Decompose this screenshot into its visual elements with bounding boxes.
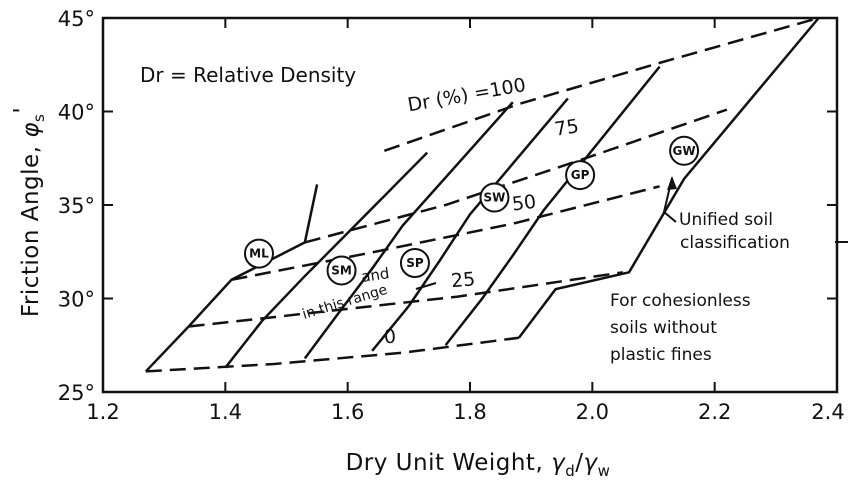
density-line-50 bbox=[231, 185, 660, 282]
y-tick-label: 40° bbox=[58, 101, 95, 125]
density-label-50: 50 bbox=[511, 191, 538, 216]
x-tick-label: 2.2 bbox=[698, 400, 731, 424]
soil-marker-gw bbox=[669, 135, 700, 166]
y-tick-label: 25° bbox=[58, 381, 95, 405]
x-axis-title: Dry Unit Weight, γd/γw bbox=[346, 450, 611, 480]
soil-line-ml bbox=[144, 184, 319, 373]
soil-marker-label-sw: SW bbox=[484, 191, 506, 205]
soil-marker-label-gw: GW bbox=[673, 144, 696, 158]
soil-line-sp bbox=[303, 101, 514, 360]
density-label-100: Dr (%) =100 bbox=[406, 74, 528, 116]
soil-marker-label-gp: GP bbox=[571, 168, 590, 182]
cohesionless-label-1: For cohesionless bbox=[610, 291, 751, 311]
range-arrow bbox=[415, 282, 437, 290]
y-tick-label: 30° bbox=[58, 288, 95, 312]
soil-line-gw bbox=[517, 17, 820, 339]
x-tick-label: 2.4 bbox=[811, 400, 844, 424]
relative-density-note: Dr = Relative Density bbox=[140, 63, 356, 87]
soil-markers: ML SM SP SW GP GW bbox=[243, 135, 700, 286]
unified-label-2: classification bbox=[680, 233, 790, 253]
and-text: and bbox=[360, 264, 390, 286]
y-tick-label: 45° bbox=[58, 7, 95, 31]
unified-label-1: Unified soil bbox=[679, 210, 773, 230]
y-axis-title: Friction Angle, φs' bbox=[10, 107, 48, 317]
unified-arrowhead bbox=[667, 176, 677, 190]
cohesionless-label-2: soils without bbox=[610, 318, 717, 338]
cohesionless-label-3: plastic fines bbox=[610, 345, 712, 365]
y-tick-label: 35° bbox=[58, 194, 95, 218]
density-line-0 bbox=[145, 336, 520, 373]
soil-line-sw bbox=[371, 97, 569, 352]
soil-marker-label-sm: SM bbox=[331, 263, 352, 277]
x-tick-label: 1.4 bbox=[209, 400, 242, 424]
soil-marker-gp bbox=[565, 160, 596, 191]
soil-marker-label-sp: SP bbox=[406, 256, 424, 270]
soil-line-sm bbox=[224, 151, 429, 369]
density-line-25 bbox=[188, 271, 624, 328]
x-tick-label: 1.2 bbox=[86, 400, 119, 424]
density-label-0: 0 bbox=[383, 326, 397, 349]
ticks: 1.2 1.4 1.6 1.8 2.0 2.2 2.4 25° 30° 35° 40° 45° bbox=[58, 7, 845, 424]
density-line-75 bbox=[304, 108, 728, 244]
soil-marker-ml bbox=[243, 238, 274, 269]
soil-marker-label-ml: ML bbox=[249, 247, 269, 261]
labels: Dr = Relative Density and in this range … bbox=[10, 63, 790, 480]
density-line-100 bbox=[383, 16, 819, 152]
range-text: in this range bbox=[300, 282, 389, 323]
x-tick-label: 1.8 bbox=[453, 400, 486, 424]
x-tick-label: 2.0 bbox=[576, 400, 609, 424]
x-tick-label: 1.6 bbox=[331, 400, 364, 424]
soil-marker-sp bbox=[399, 247, 430, 278]
soil-marker-sw bbox=[479, 182, 510, 213]
density-label-25: 25 bbox=[450, 268, 476, 292]
density-label-75: 75 bbox=[553, 115, 580, 141]
soil-marker-sm bbox=[326, 255, 357, 286]
